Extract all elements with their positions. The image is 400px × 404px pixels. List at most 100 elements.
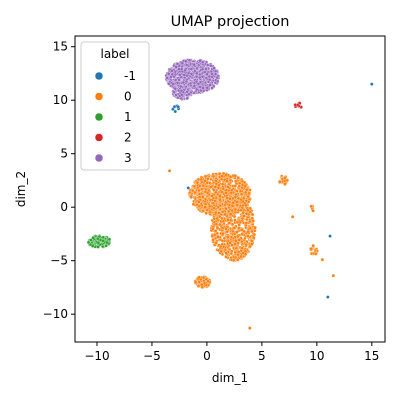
point-label-0 [309,246,313,251]
point-label-3 [171,82,176,86]
point-label-0 [232,214,237,219]
point-label-0 [193,280,198,285]
point-label-0 [320,257,325,262]
point-label-3 [170,69,174,73]
point-label-1 [96,241,101,245]
point-label-0 [283,182,287,186]
legend-entry-label: -1 [124,69,136,83]
point-label-3 [175,62,180,66]
point-label-0 [199,282,204,287]
point-label-0 [309,204,313,209]
point-label-0 [246,229,250,234]
point-label-0 [214,179,218,183]
point-label-0 [331,273,336,278]
point-label-0 [215,226,220,231]
point-label-0 [196,284,201,288]
point-label-0 [218,203,223,208]
point-label-3 [180,61,185,65]
x-tick-label: −5 [143,349,161,363]
point-label-0 [248,226,253,230]
point-label-0 [197,184,202,188]
point-label-0 [244,203,248,208]
point-label-1 [101,235,105,240]
point-label-3 [208,83,212,87]
legend-box [80,41,150,171]
point-label-3 [194,79,199,84]
point-label-3 [183,68,187,73]
point-label-1 [86,240,91,245]
point-label-0 [211,226,215,231]
point-label-0 [190,188,195,193]
point-label-0 [228,197,232,201]
point-label-0 [233,239,238,243]
point-label-0 [253,226,257,230]
point-label-0 [217,222,222,227]
point-label-0 [210,194,214,198]
point-label-0 [225,179,229,183]
point-label-0 [218,198,222,202]
point-label-0 [221,219,226,224]
point-label-0 [214,240,219,245]
y-tick-label: −10 [43,307,68,321]
point-label-3 [213,72,218,77]
legend-entry-label: 0 [124,90,132,104]
point-label-0 [278,180,282,184]
point-label-0 [246,208,250,213]
point-label-3 [170,72,175,77]
point-label-0 [224,173,228,178]
x-tick-label: 10 [309,349,324,363]
point-label-0 [197,204,202,208]
point-label-0 [243,184,248,188]
point-label-3 [215,79,220,84]
point-label-0 [290,215,295,219]
point-label-0 [193,196,198,201]
point-label-0 [195,180,200,185]
point-label-0 [227,203,232,207]
point-label-0 [242,229,247,234]
point-label-3 [198,59,202,63]
point-label-0 [218,244,223,249]
point-label-0 [311,243,315,248]
point-label-3 [212,66,216,70]
point-label-0 [220,182,225,186]
point-label-0 [285,178,290,183]
point-label-0 [212,188,216,192]
point-label-3 [197,72,202,77]
point-label-0 [197,188,201,193]
point-label-0 [313,252,318,256]
point-label-0 [231,258,236,263]
point-label-3 [195,71,199,76]
point-label-0 [250,212,255,217]
point-label-0 [243,190,248,195]
point-label-3 [187,92,191,96]
point-label-3 [175,81,180,85]
point-label-3 [208,64,213,68]
point-label-0 [218,194,222,198]
point-label-1 [89,238,93,242]
point-label-0 [226,185,230,189]
legend-marker-0 [94,92,104,101]
x-tick-label: 15 [364,349,379,363]
point-label-0 [223,212,227,217]
point-label-0 [241,210,245,215]
point-label-0 [203,174,208,179]
point-label-0 [233,179,238,184]
y-tick-label: 10 [53,93,68,107]
point-label-0 [211,238,215,242]
point-label-1 [96,236,100,241]
point-label-0 [192,184,197,189]
point-label-0 [220,216,224,221]
point-label-0 [229,191,234,195]
point-label-0 [239,192,244,196]
legend-entry-label: 2 [124,131,132,145]
point-label-0 [250,242,254,246]
legend-title: label [100,47,129,61]
point-label-0 [191,202,196,207]
plot-frame [74,35,386,343]
point-label--1 [173,109,178,114]
point-label-3 [194,74,199,79]
point-label-0 [235,200,239,204]
point-label-0 [236,250,241,254]
